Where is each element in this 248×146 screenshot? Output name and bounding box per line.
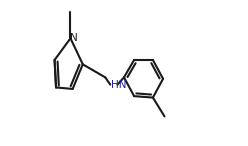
Text: HN: HN (111, 80, 126, 89)
Text: N: N (70, 33, 78, 43)
